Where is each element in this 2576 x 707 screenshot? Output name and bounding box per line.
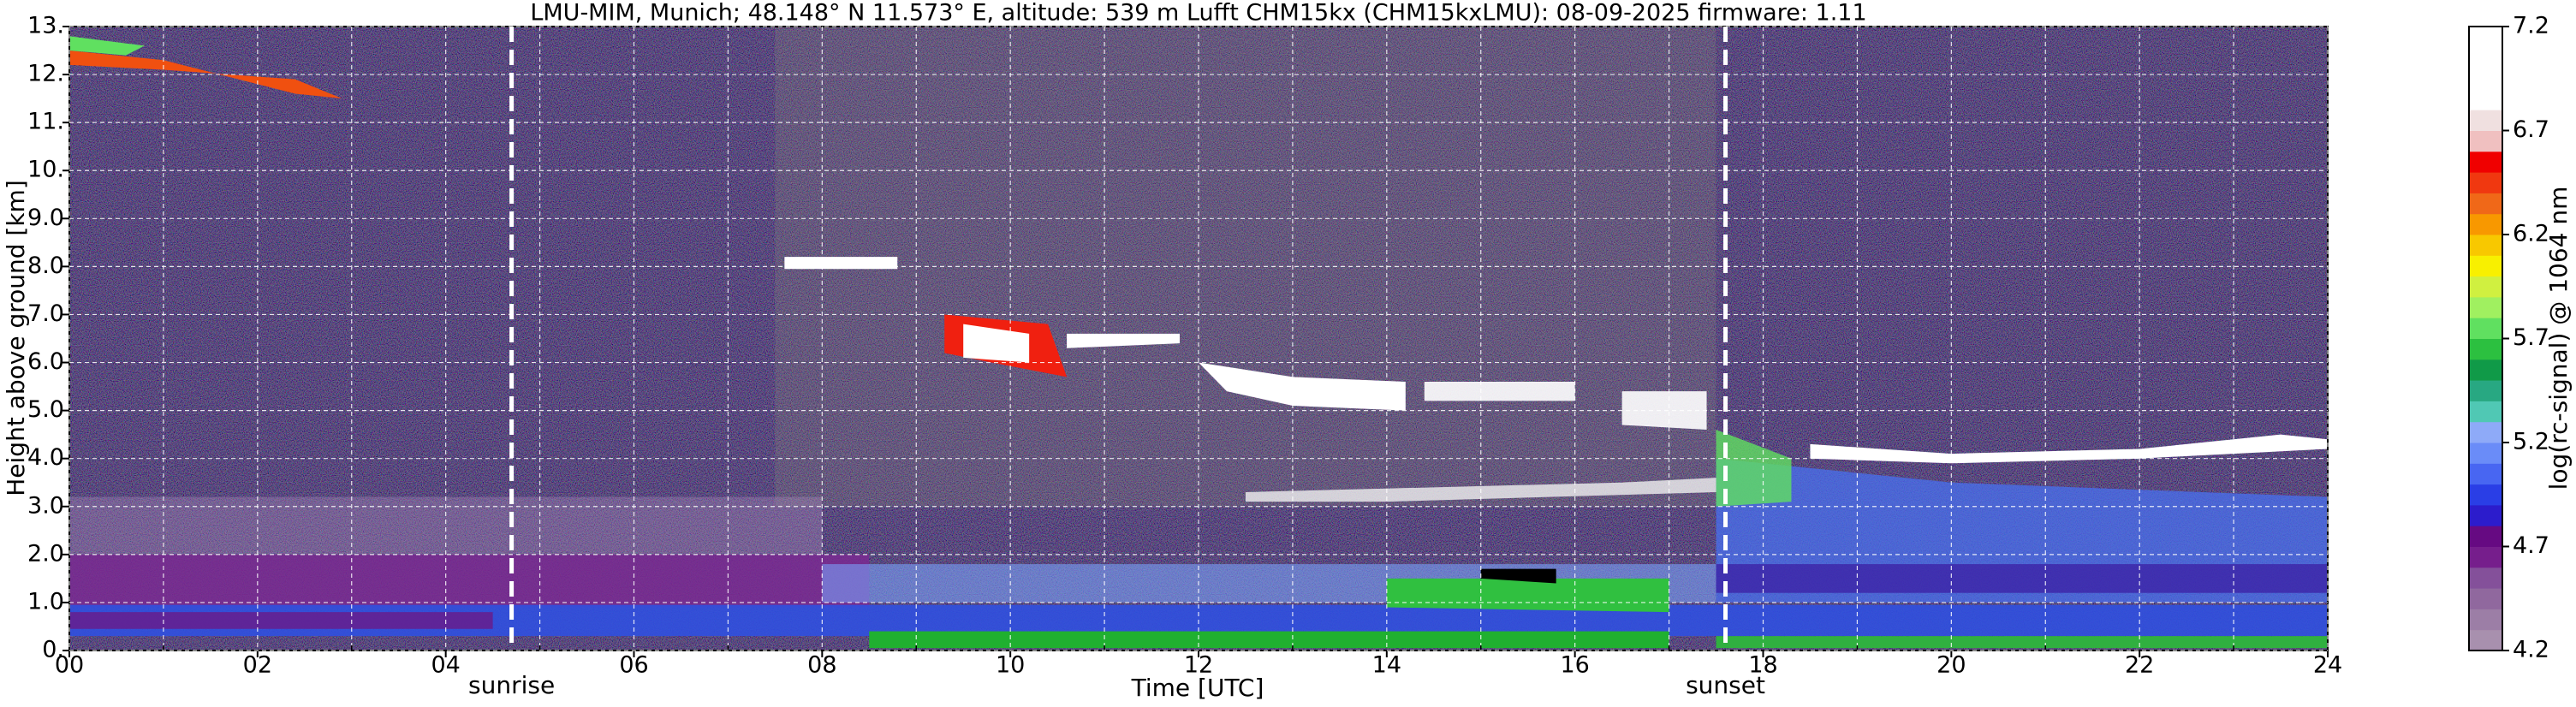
y-tick-label: 9.0 — [27, 205, 64, 231]
colorbar-segment — [2469, 401, 2502, 423]
x-tick-label: 02 — [243, 652, 272, 679]
cloud — [1480, 568, 1556, 584]
x-tick-label: 24 — [2313, 652, 2342, 679]
green-layer — [869, 631, 1669, 649]
colorbar-tick-label: 5.2 — [2513, 429, 2549, 455]
x-tick-label: 08 — [807, 652, 836, 679]
chart-title: LMU-MIM, Munich; 48.148° N 11.573° E, al… — [530, 0, 1866, 27]
colorbar-segment — [2469, 526, 2502, 547]
x-tick-label: 16 — [1560, 652, 1589, 679]
x-tick-label: 20 — [1936, 652, 1966, 679]
colorbar-segment — [2469, 629, 2502, 651]
cirrus — [69, 36, 145, 56]
y-tick-label: 10. — [27, 157, 64, 183]
colorbar-segment — [2469, 380, 2502, 401]
colorbar-segment — [2469, 235, 2502, 256]
x-tick-label: 14 — [1372, 652, 1401, 679]
y-tick-label: 3.0 — [27, 492, 64, 519]
colorbar-tick-label: 4.2 — [2513, 637, 2549, 663]
green-layer — [1716, 636, 2328, 649]
colorbar-segment — [2469, 276, 2502, 298]
y-tick-label: 2.0 — [27, 540, 64, 567]
colorbar-segment — [2469, 421, 2502, 443]
aerosol-layer — [69, 554, 870, 608]
x-tick-label: 18 — [1748, 652, 1777, 679]
colorbar-segment — [2469, 68, 2502, 90]
colorbar-segment — [2469, 151, 2502, 173]
y-tick-label: 13. — [27, 13, 64, 39]
colorbar-segment — [2469, 463, 2502, 485]
cirrus — [69, 50, 342, 99]
event-label: sunset — [1686, 671, 1765, 699]
colorbar-segment — [2469, 27, 2502, 48]
x-axis-label: Time [UTC] — [1131, 674, 1264, 702]
y-tick-label: 0. — [42, 637, 64, 663]
aerosol-layer — [1716, 564, 2328, 593]
y-tick-label: 12. — [27, 61, 64, 87]
x-tick-label: 12 — [1184, 652, 1213, 679]
colorbar-segment — [2469, 47, 2502, 69]
colorbar-segment — [2469, 193, 2502, 215]
colorbar-segment — [2469, 338, 2502, 360]
colorbar-segment — [2469, 484, 2502, 506]
y-tick-label: 8.0 — [27, 253, 64, 279]
colorbar-segment — [2469, 213, 2502, 235]
cloud — [963, 324, 1030, 363]
colorbar-tick-label: 5.7 — [2513, 324, 2549, 351]
colorbar-segment — [2469, 318, 2502, 339]
x-tick-label: 04 — [431, 652, 460, 679]
event-label: sunrise — [468, 671, 555, 699]
colorbar-segment — [2469, 504, 2502, 526]
cloud — [1716, 430, 1792, 507]
colorbar-segment — [2469, 110, 2502, 131]
colorbar-label: log(rc-signal) @ 1064 nm — [2544, 187, 2573, 490]
x-tick-label: 06 — [619, 652, 648, 679]
x-tick-label: 00 — [55, 652, 84, 679]
aerosol-layer — [69, 612, 493, 629]
y-tick-label: 5.0 — [27, 396, 64, 423]
colorbar-segment — [2469, 255, 2502, 277]
colorbar-segment — [2469, 567, 2502, 589]
y-tick-label: 6.0 — [27, 348, 64, 375]
colorbar-segment — [2469, 172, 2502, 193]
cloud — [1810, 434, 2328, 464]
colorbar-tick-label: 6.2 — [2513, 221, 2549, 247]
colorbar-segment — [2469, 443, 2502, 464]
colorbar-segment — [2469, 88, 2502, 110]
x-tick-label: 22 — [2125, 652, 2154, 679]
cloud — [1424, 381, 1575, 401]
colorbar-tick-label: 7.2 — [2513, 13, 2549, 39]
x-tick-label: 10 — [996, 652, 1025, 679]
colorbar-segment — [2469, 130, 2502, 152]
cloud — [1199, 362, 1406, 411]
y-tick-label: 1.0 — [27, 588, 64, 615]
colorbar-segment — [2469, 546, 2502, 568]
cloud — [784, 257, 898, 270]
green-layer — [1386, 578, 1669, 613]
y-tick-label: 7.0 — [27, 300, 64, 327]
y-tick-label: 11. — [27, 109, 64, 135]
y-axis-label: Height above ground [km] — [2, 180, 30, 496]
colorbar-segment — [2469, 609, 2502, 631]
colorbar-segment — [2469, 359, 2502, 381]
colorbar-segment — [2469, 296, 2502, 318]
colorbar-tick-label: 4.7 — [2513, 532, 2549, 559]
colorbar-tick-label: 6.7 — [2513, 116, 2549, 143]
cloud — [1067, 333, 1181, 348]
colorbar-segment — [2469, 588, 2502, 609]
y-tick-label: 4.0 — [27, 444, 64, 471]
